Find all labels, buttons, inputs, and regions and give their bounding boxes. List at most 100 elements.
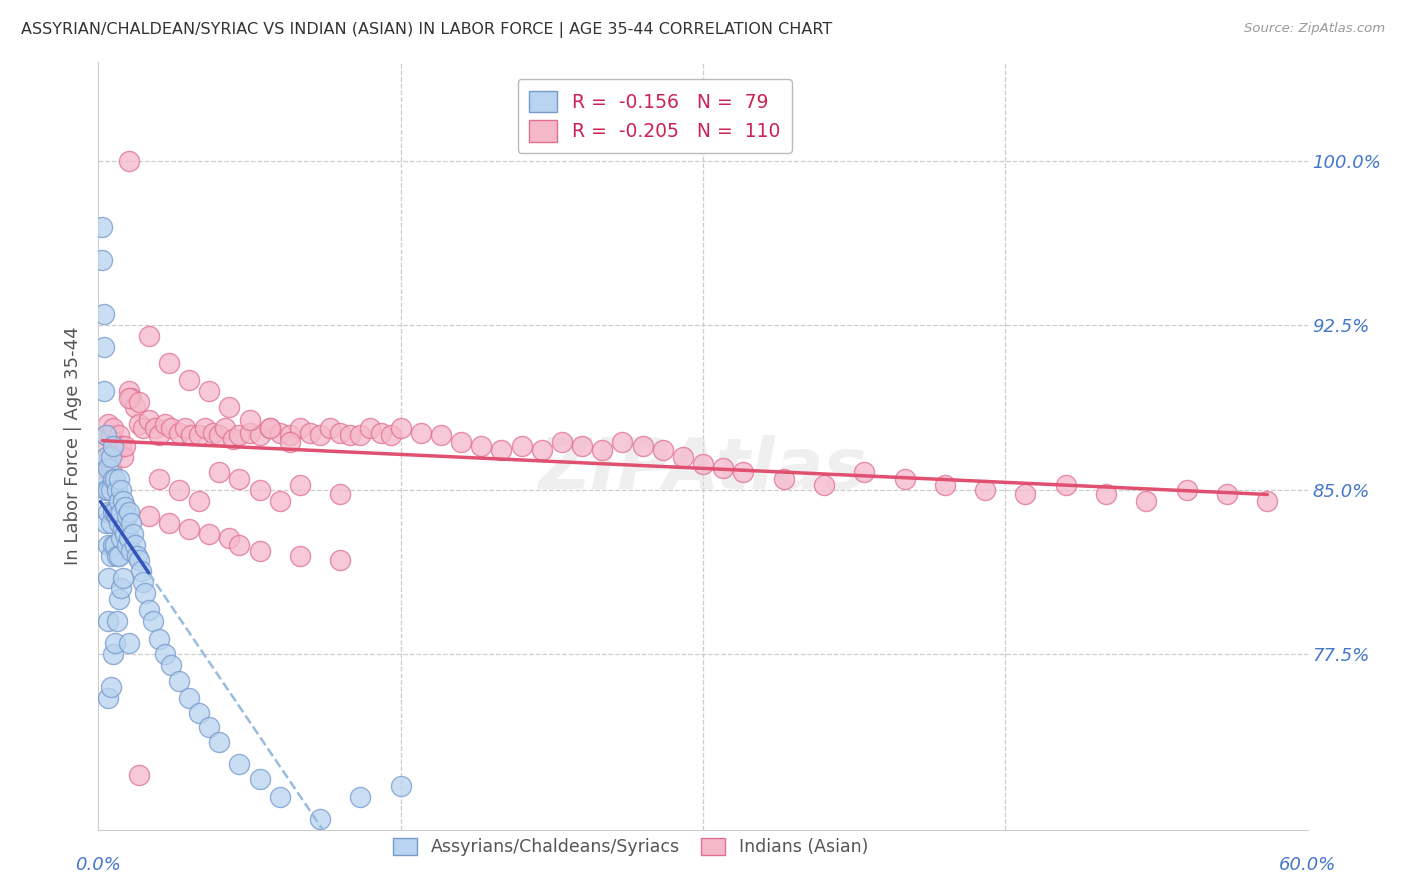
Point bbox=[121, 526, 143, 541]
Point bbox=[138, 413, 160, 427]
Point bbox=[167, 483, 190, 497]
Point bbox=[93, 308, 115, 322]
Text: Source: ZipAtlas.com: Source: ZipAtlas.com bbox=[1244, 22, 1385, 36]
Point bbox=[218, 400, 240, 414]
Point bbox=[107, 516, 129, 530]
Point bbox=[380, 428, 402, 442]
Point bbox=[1014, 487, 1036, 501]
Point bbox=[91, 219, 114, 234]
Point bbox=[1095, 487, 1118, 501]
Point bbox=[179, 691, 201, 706]
Point bbox=[222, 433, 245, 447]
Point bbox=[228, 756, 250, 771]
Point bbox=[188, 493, 211, 508]
Point bbox=[101, 538, 124, 552]
Point bbox=[97, 461, 120, 475]
Point bbox=[651, 443, 673, 458]
Point bbox=[96, 428, 118, 442]
Point bbox=[409, 425, 432, 440]
Point bbox=[491, 443, 513, 458]
Point bbox=[103, 505, 125, 519]
Point bbox=[105, 549, 128, 563]
Point bbox=[110, 439, 132, 453]
Point bbox=[134, 586, 156, 600]
Point bbox=[97, 538, 120, 552]
Point bbox=[228, 538, 250, 552]
Point bbox=[1256, 493, 1278, 508]
Point bbox=[160, 421, 183, 435]
Point bbox=[128, 417, 150, 431]
Point bbox=[114, 439, 136, 453]
Point bbox=[893, 472, 915, 486]
Point bbox=[249, 544, 271, 558]
Point bbox=[105, 615, 128, 629]
Point bbox=[114, 526, 136, 541]
Point bbox=[853, 465, 876, 479]
Point bbox=[111, 493, 134, 508]
Point bbox=[571, 439, 593, 453]
Point bbox=[97, 450, 120, 464]
Point bbox=[278, 434, 301, 449]
Point bbox=[1054, 478, 1077, 492]
Point bbox=[148, 632, 170, 646]
Point bbox=[96, 428, 118, 442]
Point bbox=[249, 772, 271, 786]
Point bbox=[118, 505, 141, 519]
Point bbox=[319, 421, 342, 435]
Point bbox=[631, 439, 654, 453]
Point bbox=[157, 356, 180, 370]
Point bbox=[174, 421, 197, 435]
Point bbox=[101, 647, 124, 661]
Point bbox=[198, 720, 221, 734]
Point bbox=[107, 549, 129, 563]
Point bbox=[97, 570, 120, 584]
Point bbox=[349, 428, 371, 442]
Point bbox=[100, 680, 122, 694]
Point bbox=[124, 538, 146, 552]
Point bbox=[128, 553, 150, 567]
Point bbox=[120, 516, 142, 530]
Point bbox=[167, 673, 190, 688]
Point bbox=[249, 428, 271, 442]
Point bbox=[125, 549, 148, 563]
Point bbox=[299, 425, 322, 440]
Point bbox=[214, 421, 236, 435]
Point bbox=[179, 522, 201, 536]
Point bbox=[153, 417, 176, 431]
Point bbox=[551, 434, 574, 449]
Point bbox=[269, 493, 291, 508]
Point bbox=[510, 439, 533, 453]
Point bbox=[107, 428, 129, 442]
Point bbox=[194, 421, 217, 435]
Point bbox=[288, 478, 311, 492]
Point bbox=[269, 425, 291, 440]
Point bbox=[389, 421, 412, 435]
Point bbox=[103, 538, 125, 552]
Point bbox=[389, 779, 412, 793]
Point bbox=[100, 428, 122, 442]
Point bbox=[100, 461, 122, 475]
Point bbox=[93, 439, 115, 453]
Point bbox=[111, 522, 134, 536]
Point bbox=[188, 428, 211, 442]
Point bbox=[103, 636, 125, 650]
Point bbox=[107, 472, 129, 486]
Point bbox=[124, 400, 146, 414]
Text: ZIPAtlas: ZIPAtlas bbox=[538, 434, 868, 503]
Point bbox=[100, 516, 122, 530]
Point bbox=[153, 647, 176, 661]
Point bbox=[309, 428, 332, 442]
Point bbox=[100, 549, 122, 563]
Point bbox=[129, 564, 152, 578]
Y-axis label: In Labor Force | Age 35-44: In Labor Force | Age 35-44 bbox=[65, 326, 83, 566]
Point bbox=[591, 443, 613, 458]
Point bbox=[118, 636, 141, 650]
Text: 0.0%: 0.0% bbox=[76, 856, 121, 874]
Point bbox=[118, 154, 141, 169]
Point bbox=[103, 434, 125, 449]
Point bbox=[198, 384, 221, 399]
Point bbox=[91, 461, 114, 475]
Point bbox=[138, 603, 160, 617]
Point bbox=[148, 428, 170, 442]
Point bbox=[1135, 493, 1157, 508]
